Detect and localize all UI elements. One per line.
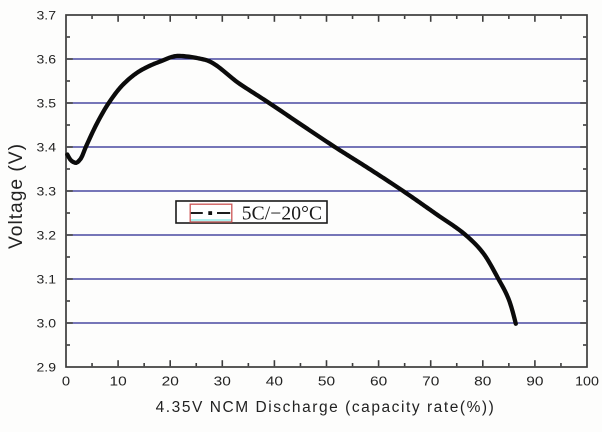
svg-text:3.1: 3.1 <box>37 272 57 286</box>
svg-text:90: 90 <box>526 374 543 389</box>
svg-text:3.6: 3.6 <box>37 52 57 66</box>
svg-text:3.0: 3.0 <box>37 316 57 330</box>
svg-text:Voltage (V): Voltage (V) <box>6 143 27 249</box>
svg-text:10: 10 <box>110 374 127 389</box>
svg-text:5C/−20°C: 5C/−20°C <box>242 203 322 224</box>
svg-text:2.9: 2.9 <box>37 360 57 374</box>
svg-text:3.5: 3.5 <box>37 96 57 110</box>
svg-text:3.3: 3.3 <box>37 184 57 198</box>
svg-text:3.7: 3.7 <box>37 8 57 22</box>
svg-text:3.2: 3.2 <box>37 228 57 242</box>
svg-text:70: 70 <box>422 374 439 389</box>
svg-text:0: 0 <box>62 374 70 389</box>
svg-text:80: 80 <box>474 374 491 389</box>
svg-text:50: 50 <box>318 374 335 389</box>
svg-text:100: 100 <box>575 374 599 389</box>
svg-text:40: 40 <box>266 374 283 389</box>
svg-text:3.4: 3.4 <box>37 140 57 154</box>
svg-text:30: 30 <box>214 374 231 389</box>
svg-text:20: 20 <box>162 374 179 389</box>
svg-text:60: 60 <box>370 374 387 389</box>
svg-text:4.35V NCM Discharge (capacity: 4.35V NCM Discharge (capacity rate(%)) <box>156 399 496 416</box>
